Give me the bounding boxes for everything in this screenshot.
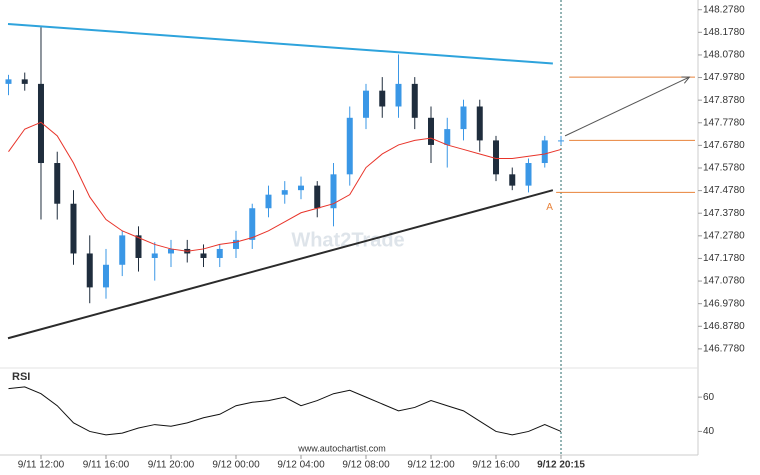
y-tick-label: 147.5780 bbox=[703, 163, 745, 174]
candle-body bbox=[363, 90, 370, 118]
x-tick-label: 9/12 04:00 bbox=[277, 460, 325, 471]
candle-body bbox=[525, 163, 532, 186]
candle-body bbox=[395, 83, 402, 107]
candle-body bbox=[541, 140, 548, 164]
candle-body bbox=[476, 106, 483, 141]
arrow-head bbox=[681, 76, 691, 84]
candle-body bbox=[216, 248, 223, 258]
candle-body bbox=[167, 248, 174, 254]
x-tick-label: 9/11 20:00 bbox=[148, 460, 195, 471]
candle-body bbox=[200, 253, 207, 258]
candle-body bbox=[151, 253, 158, 258]
candle-body bbox=[21, 79, 28, 84]
trendline bbox=[7, 22, 553, 65]
x-tick-label: 9/12 00:00 bbox=[212, 460, 260, 471]
candle-body bbox=[428, 117, 435, 145]
candle-body bbox=[346, 117, 353, 175]
candle-body bbox=[314, 185, 321, 209]
candle-body bbox=[379, 90, 386, 107]
candle-body bbox=[37, 83, 44, 164]
candle-body bbox=[460, 106, 467, 130]
y-tick-label: 147.7780 bbox=[703, 117, 745, 128]
y-tick-label: 148.0780 bbox=[703, 50, 745, 61]
moving-average bbox=[8, 121, 562, 252]
candle-body bbox=[493, 140, 500, 175]
x-tick-label: 9/12 16:00 bbox=[472, 460, 520, 471]
rsi-label: RSI bbox=[12, 371, 30, 383]
watermark: What2Trade bbox=[291, 229, 404, 251]
candle-body bbox=[330, 174, 337, 209]
candle-body bbox=[558, 140, 565, 142]
candle-body bbox=[265, 194, 272, 209]
candle-body bbox=[249, 208, 256, 240]
y-tick-label: 147.9780 bbox=[703, 72, 745, 83]
candle-body bbox=[5, 79, 12, 84]
y-tick-label: 148.1780 bbox=[703, 27, 745, 38]
x-tick-label: 9/11 12:00 bbox=[18, 460, 65, 471]
y-tick-label: 147.2780 bbox=[703, 230, 745, 241]
y-tick-label: 147.3780 bbox=[703, 208, 745, 219]
point-label: A bbox=[546, 202, 553, 213]
y-tick-label: 147.6780 bbox=[703, 140, 745, 151]
y-tick-label: 147.4780 bbox=[703, 185, 745, 196]
x-tick-label: 9/12 08:00 bbox=[342, 460, 390, 471]
candle-body bbox=[232, 239, 239, 249]
y-tick-label: 146.8780 bbox=[703, 321, 745, 332]
rsi-line bbox=[8, 386, 562, 436]
x-tick-label: 9/12 20:15 bbox=[537, 460, 585, 471]
rsi-tick-label: 60 bbox=[703, 392, 715, 403]
y-tick-label: 147.8780 bbox=[703, 95, 745, 106]
candle-body bbox=[119, 235, 126, 265]
candle-body bbox=[281, 190, 288, 195]
candle-body bbox=[411, 83, 418, 118]
candle-body bbox=[86, 253, 93, 288]
y-tick-label: 148.2780 bbox=[703, 4, 745, 15]
candle-body bbox=[54, 163, 61, 204]
y-tick-label: 147.0780 bbox=[703, 276, 745, 287]
candle-body bbox=[509, 174, 516, 186]
x-tick-label: 9/12 12:00 bbox=[407, 460, 455, 471]
y-tick-label: 146.7780 bbox=[703, 344, 745, 355]
candle-body bbox=[444, 129, 451, 145]
candle-body bbox=[102, 264, 109, 288]
candle-body bbox=[135, 235, 142, 258]
candle-body bbox=[297, 185, 304, 191]
rsi-tick-label: 40 bbox=[703, 426, 715, 437]
y-tick-label: 146.9780 bbox=[703, 298, 745, 309]
trendline bbox=[7, 189, 554, 340]
forecast-arrow bbox=[564, 76, 690, 137]
y-tick-label: 147.1780 bbox=[703, 253, 745, 264]
source: www.autochartist.com bbox=[297, 443, 386, 453]
candle-body bbox=[70, 203, 77, 254]
x-tick-label: 9/11 16:00 bbox=[83, 460, 130, 471]
